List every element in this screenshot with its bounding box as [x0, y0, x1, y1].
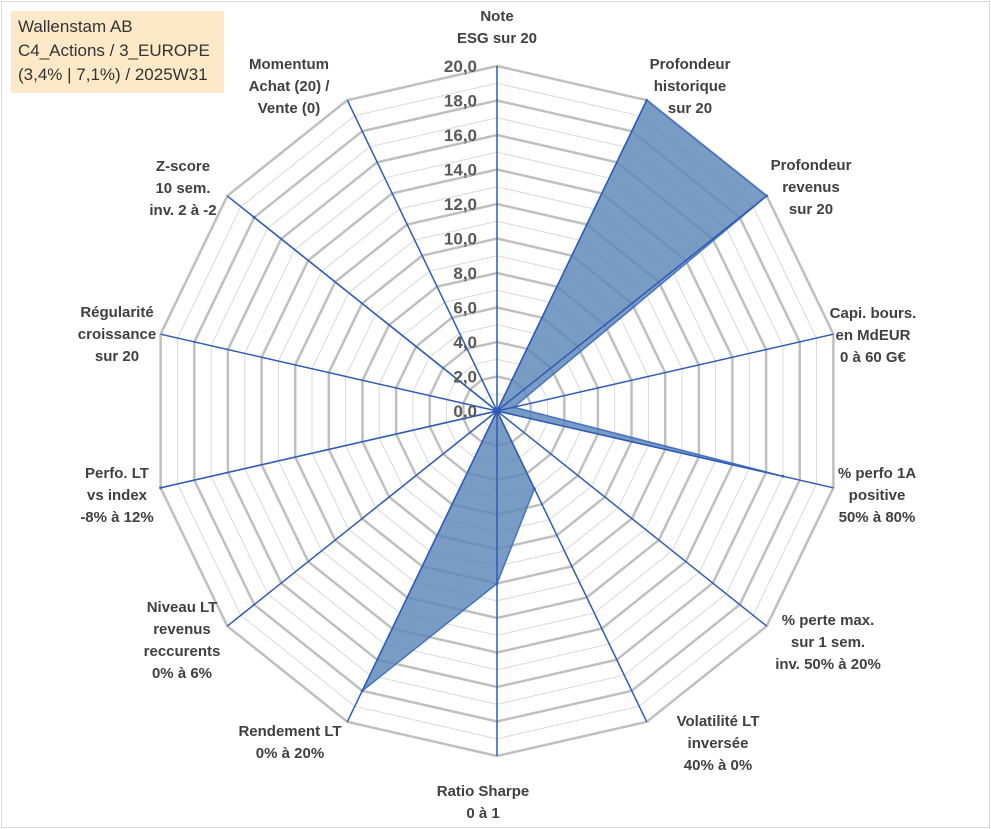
category-label-line: Capi. bours.	[830, 305, 917, 322]
radial-tick-labels: 0,0 2,0 4,0 6,0 8,0 10,0 12,0 14,0 16,0 18,0 20,0	[444, 57, 477, 421]
category-label-line: sur 20	[95, 348, 139, 365]
category-label-line: Rendement LT	[238, 723, 341, 740]
spoke-line	[496, 99, 648, 412]
category-label-line: Vente (0)	[258, 100, 321, 117]
spoke-line	[496, 410, 768, 627]
category-label-line: % perfo 1A	[838, 465, 917, 482]
spoke-line	[346, 99, 498, 412]
category-label-line: revenus	[153, 621, 211, 638]
tick-label: 10,0	[444, 230, 477, 249]
stats-line: (3,4% | 7,1%) / 2025W31	[18, 65, 208, 84]
category-label: Régularité croissance sur 20	[78, 304, 156, 365]
category-label-line: Achat (20) /	[249, 78, 331, 95]
radar-spokes	[160, 66, 834, 756]
category-label-line: Profondeur	[650, 56, 731, 73]
category-label: Profondeur historique sur 20	[650, 56, 731, 117]
category-label-line: sur 1 sem.	[791, 634, 865, 651]
tick-label: 0,0	[453, 402, 477, 421]
spoke-line	[346, 410, 498, 723]
spoke-line	[496, 410, 648, 723]
category-label-line: sur 20	[789, 201, 833, 218]
category-label-line: Régularité	[80, 304, 153, 321]
category-label-line: positive	[849, 487, 906, 504]
category-label: Volatilité LT inversée 40% à 0%	[677, 713, 760, 774]
category-label-line: ESG sur 20	[457, 30, 537, 47]
category-label-line: -8% à 12%	[80, 509, 153, 526]
tick-label: 18,0	[444, 92, 477, 111]
category-line: C4_Actions / 3_EUROPE	[18, 41, 210, 60]
category-label-line: Profondeur	[771, 157, 852, 174]
category-label-line: Momentum	[249, 56, 329, 73]
category-label: Capi. bours. en MdEUR 0 à 60 G€	[830, 305, 917, 366]
category-label-line: reccurents	[144, 643, 221, 660]
category-label-line: Z-score	[156, 158, 210, 175]
category-label-line: 0% à 20%	[256, 745, 324, 762]
category-label-line: 0 à 60 G€	[840, 349, 907, 366]
spoke-line	[496, 410, 834, 489]
category-label-line: Note	[480, 8, 513, 25]
category-label-line: 0% à 6%	[152, 665, 212, 682]
category-label: Profondeur revenus sur 20	[771, 157, 852, 218]
tick-label: 20,0	[444, 57, 477, 76]
category-label: Perfo. LT vs index -8% à 12%	[80, 465, 153, 526]
tick-label: 14,0	[444, 161, 477, 180]
tick-label: 16,0	[444, 126, 477, 145]
spoke-line	[496, 333, 834, 412]
category-label-line: vs index	[87, 487, 148, 504]
spoke-line	[160, 410, 498, 489]
tick-label: 8,0	[453, 264, 477, 283]
tick-label: 2,0	[453, 368, 477, 387]
spoke-line	[226, 410, 498, 627]
category-label: Z-score 10 sem. inv. 2 à -2	[149, 158, 216, 219]
category-label: % perfo 1A positive 50% à 80%	[838, 465, 917, 526]
category-label-line: revenus	[782, 179, 840, 196]
category-label-line: Perfo. LT	[85, 465, 149, 482]
category-label-line: sur 20	[668, 100, 712, 117]
category-label-line: 10 sem.	[155, 180, 210, 197]
spoke-line	[496, 195, 768, 412]
category-label-line: Ratio Sharpe	[437, 783, 530, 800]
category-label-line: inv. 50% à 20%	[775, 656, 881, 673]
category-label: Ratio Sharpe 0 à 1	[437, 783, 530, 822]
category-label-line: historique	[654, 78, 727, 95]
category-label-line: 40% à 0%	[684, 757, 752, 774]
category-label-line: en MdEUR	[836, 327, 911, 344]
company-name: Wallenstam AB	[18, 17, 133, 36]
category-label: Momentum Achat (20) / Vente (0)	[249, 56, 331, 117]
category-label: Niveau LT revenus reccurents 0% à 6%	[144, 599, 221, 682]
category-label: Rendement LT 0% à 20%	[238, 723, 341, 762]
category-label: % perte max. sur 1 sem. inv. 50% à 20%	[775, 612, 881, 673]
category-label: Note ESG sur 20	[457, 8, 537, 47]
category-label-line: croissance	[78, 326, 156, 343]
tick-label: 12,0	[444, 195, 477, 214]
category-label-line: Volatilité LT	[677, 713, 760, 730]
category-labels: Note ESG sur 20 Profondeur historique sur 20…	[78, 8, 917, 822]
category-label-line: inversée	[688, 735, 749, 752]
tick-label: 4,0	[453, 333, 477, 352]
tick-label: 6,0	[453, 299, 477, 318]
spoke-line	[226, 195, 498, 412]
info-box: Wallenstam AB C4_Actions / 3_EUROPE (3,4…	[11, 11, 224, 93]
category-label-line: inv. 2 à -2	[149, 202, 216, 219]
category-label-line: 50% à 80%	[839, 509, 916, 526]
spoke-line	[160, 333, 498, 412]
category-label-line: 0 à 1	[466, 805, 499, 822]
category-label-line: Niveau LT	[147, 599, 218, 616]
category-label-line: % perte max.	[782, 612, 875, 629]
